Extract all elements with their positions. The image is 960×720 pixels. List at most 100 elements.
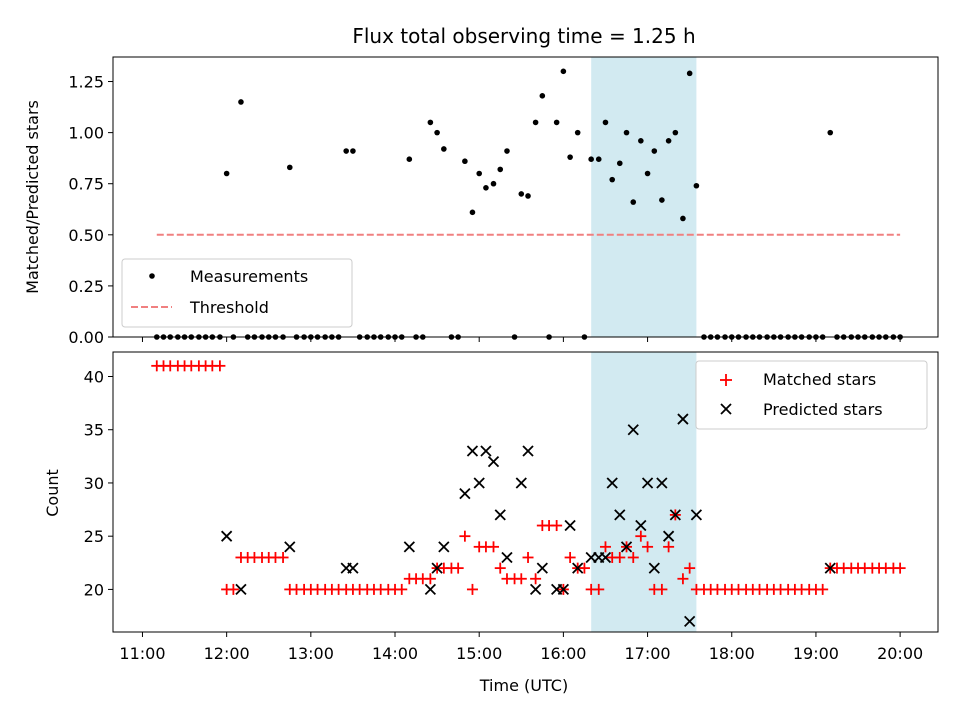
top-plot-frame xyxy=(112,56,939,338)
predicted-star-point xyxy=(403,541,415,553)
predicted-star-stroke-b xyxy=(557,583,570,596)
measurement-point xyxy=(567,154,573,160)
predicted-star-stroke-b xyxy=(438,541,450,553)
predicted-star-point xyxy=(557,583,570,596)
predicted-star-point xyxy=(466,445,479,457)
predicted-star-stroke-b xyxy=(501,551,513,564)
bottom-observing-span xyxy=(591,352,697,632)
measurement-point xyxy=(238,99,244,105)
bottom-x-ticks: 11:00 12:00 13:00 14:00 15:00 16:00 17:00 18:00… xyxy=(119,632,923,663)
measurement-point xyxy=(350,148,356,154)
predicted-star-point xyxy=(480,445,492,457)
bottom-x-tick-label: 17:00 xyxy=(625,644,671,663)
measurement-point xyxy=(630,199,637,205)
matched-star-point xyxy=(459,530,471,542)
top-panel: 0.00 0.25 0.50 0.75 1.00 1.25 Matched/Predict… xyxy=(23,56,939,347)
predicted-star-point xyxy=(473,477,485,489)
legend-measurement-marker xyxy=(149,273,155,279)
measurement-point xyxy=(504,148,510,154)
bottom-plot-frame xyxy=(112,351,939,633)
predicted-star-stroke-b xyxy=(473,477,485,489)
measurement-point xyxy=(532,119,539,126)
bottom-x-tick-label: 15:00 xyxy=(456,644,502,663)
measurement-point xyxy=(490,180,497,187)
predicted-star-stroke-b xyxy=(284,541,296,553)
measurement-point xyxy=(686,70,693,77)
measurement-point xyxy=(644,170,651,177)
measurement-point xyxy=(553,119,560,126)
measurement-point xyxy=(462,158,468,165)
predicted-star-stroke-b xyxy=(424,583,437,596)
predicted-star-point xyxy=(648,562,660,574)
matched-star-point xyxy=(684,562,696,574)
legend-predicted-label: Predicted stars xyxy=(763,400,883,419)
bottom-matched-layer xyxy=(151,360,906,595)
top-legend-frame xyxy=(121,258,353,328)
predicted-star-stroke-b xyxy=(684,615,696,627)
matched-star-point xyxy=(551,520,563,532)
top-legend: Measurements Threshold xyxy=(121,258,353,328)
predicted-star-stroke-b xyxy=(606,477,618,489)
measurement-point xyxy=(525,193,531,199)
predicted-star-point xyxy=(536,562,548,574)
measurement-point xyxy=(343,148,349,154)
predicted-star-point xyxy=(522,445,534,457)
matched-star-point xyxy=(214,360,226,372)
top-y-axis-label: Matched/Predicted stars xyxy=(23,100,42,294)
bottom-highlight-layer xyxy=(591,352,697,632)
predicted-star-point xyxy=(669,509,681,521)
matched-star-point xyxy=(424,573,436,585)
predicted-star-stroke-b xyxy=(648,562,660,574)
bottom-x-tick-label: 18:00 xyxy=(709,644,755,663)
bottom-y-tick-label: 25 xyxy=(84,527,104,546)
matched-star-point xyxy=(494,562,506,574)
predicted-star-point xyxy=(690,509,703,521)
bottom-x-tick-label: 19:00 xyxy=(793,644,839,663)
bottom-x-tick-label: 16:00 xyxy=(540,644,586,663)
measurement-point xyxy=(602,119,609,126)
predicted-star-point xyxy=(424,583,437,596)
measurement-point xyxy=(588,156,594,162)
predicted-star-point xyxy=(459,487,471,500)
measurement-point xyxy=(427,119,434,126)
predicted-star-point xyxy=(620,541,633,553)
predicted-star-point xyxy=(494,509,506,521)
bottom-x-tick-label: 14:00 xyxy=(372,644,418,663)
predicted-star-stroke-b xyxy=(669,509,681,521)
matched-star-point xyxy=(817,583,829,595)
predicted-star-point xyxy=(221,530,233,542)
matched-star-point xyxy=(599,541,611,553)
measurement-point xyxy=(539,93,546,99)
predicted-star-point xyxy=(564,519,576,532)
matched-star-point xyxy=(515,573,527,585)
predicted-star-stroke-b xyxy=(347,562,359,574)
matched-star-point xyxy=(277,551,289,563)
predicted-star-point xyxy=(529,583,542,596)
measurement-point xyxy=(574,129,581,136)
bottom-legend-frame xyxy=(695,360,928,430)
legend-matched-label: Matched stars xyxy=(763,370,876,389)
legend-matched-marker xyxy=(720,374,732,386)
top-y-tick-label: 1.00 xyxy=(68,124,104,143)
predicted-star-point xyxy=(347,562,359,574)
predicted-star-stroke-b xyxy=(536,562,548,574)
measurement-point xyxy=(616,160,623,167)
predicted-star-stroke-b xyxy=(564,519,576,532)
matched-star-point xyxy=(452,562,464,574)
measurement-point xyxy=(497,166,504,173)
predicted-star-point xyxy=(235,583,247,596)
bottom-y-tick-label: 30 xyxy=(84,474,104,493)
measurement-point xyxy=(469,209,476,216)
legend-threshold-label: Threshold xyxy=(189,298,269,317)
predicted-star-stroke-b xyxy=(515,477,527,489)
bottom-panel: 20 25 30 35 40 11:00 12:00 13:00 14:00 15:00 16:0… xyxy=(43,351,939,695)
measurement-point xyxy=(609,176,616,183)
predicted-star-point xyxy=(606,477,618,489)
measurement-point xyxy=(680,215,686,222)
matched-star-point xyxy=(894,562,906,574)
top-y-tick-label: 0.50 xyxy=(68,226,104,245)
matched-star-point xyxy=(677,573,689,585)
chart-title: Flux total observing time = 1.25 h xyxy=(352,24,695,48)
